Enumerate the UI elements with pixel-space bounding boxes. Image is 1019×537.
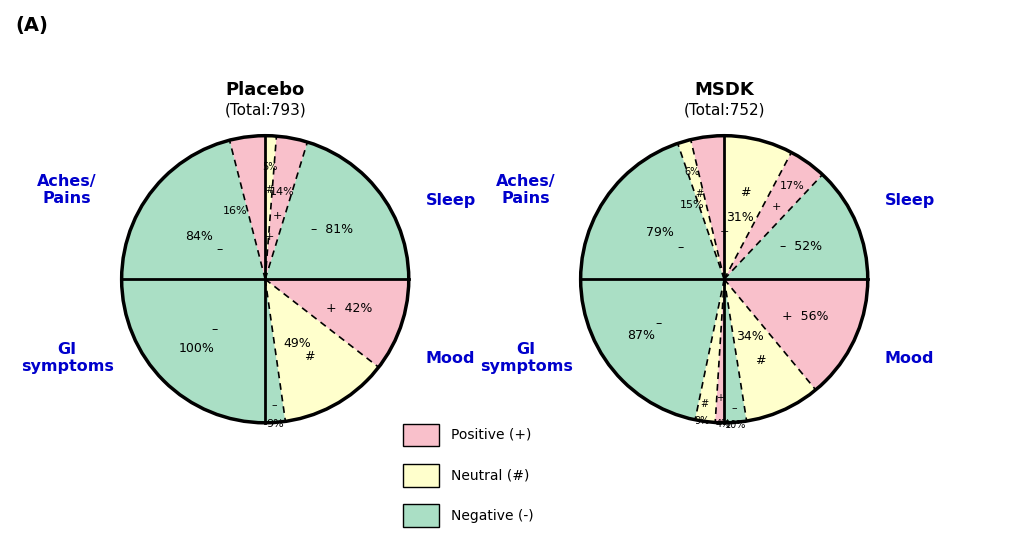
Text: 15%: 15%	[679, 200, 704, 210]
Text: 14%: 14%	[269, 187, 293, 197]
Text: Sleep: Sleep	[884, 193, 934, 208]
Text: #: #	[694, 189, 702, 199]
Text: –  81%: – 81%	[311, 223, 353, 236]
Text: #: #	[740, 186, 750, 199]
Text: 84%: 84%	[184, 230, 213, 243]
Wedge shape	[677, 140, 723, 279]
Text: Aches/
Pains: Aches/ Pains	[38, 174, 97, 206]
Wedge shape	[714, 279, 723, 423]
Text: Positive (+): Positive (+)	[450, 428, 531, 442]
Wedge shape	[723, 153, 821, 279]
Text: 10%: 10%	[725, 420, 746, 430]
Wedge shape	[690, 136, 723, 279]
Text: (Total:752): (Total:752)	[683, 103, 764, 118]
Wedge shape	[580, 279, 723, 420]
Wedge shape	[723, 279, 867, 390]
Text: +: +	[264, 231, 273, 242]
Text: +  42%: + 42%	[326, 302, 372, 315]
Wedge shape	[121, 279, 265, 423]
Text: Mood: Mood	[426, 351, 475, 366]
Text: +  56%: + 56%	[781, 310, 827, 323]
Wedge shape	[723, 279, 746, 423]
Text: Negative (-): Negative (-)	[450, 509, 533, 523]
Text: –: –	[731, 403, 737, 413]
Text: #: #	[304, 350, 315, 363]
Text: Neutral (#): Neutral (#)	[450, 468, 529, 482]
Text: GI
symptoms: GI symptoms	[479, 342, 572, 374]
Wedge shape	[121, 140, 265, 279]
Text: 16%: 16%	[223, 206, 248, 216]
Text: Aches/
Pains: Aches/ Pains	[496, 174, 555, 206]
Text: –: –	[655, 317, 661, 330]
Text: MSDK: MSDK	[694, 81, 753, 99]
Text: +: +	[719, 227, 729, 237]
Wedge shape	[229, 136, 265, 279]
Text: 34%: 34%	[736, 330, 763, 344]
Text: –: –	[271, 400, 276, 410]
Wedge shape	[265, 279, 285, 423]
Wedge shape	[265, 142, 409, 279]
Text: 4%: 4%	[715, 419, 731, 429]
Text: #: #	[265, 185, 273, 195]
Text: Placebo: Placebo	[225, 81, 305, 99]
Text: (Total:793): (Total:793)	[224, 103, 306, 118]
Text: Mood: Mood	[884, 351, 933, 366]
Text: –: –	[677, 241, 683, 253]
Wedge shape	[580, 143, 723, 279]
Wedge shape	[723, 279, 815, 421]
Wedge shape	[265, 279, 409, 367]
Text: 17%: 17%	[779, 182, 803, 191]
Text: 6%: 6%	[684, 167, 699, 177]
Text: 9%: 9%	[694, 416, 708, 426]
Text: 79%: 79%	[646, 226, 674, 240]
Wedge shape	[265, 279, 378, 422]
Text: (A): (A)	[15, 16, 48, 35]
Text: 9%: 9%	[266, 419, 284, 429]
Text: #: #	[700, 399, 708, 409]
Text: –  52%: – 52%	[779, 240, 821, 253]
Wedge shape	[265, 136, 276, 279]
Text: 87%: 87%	[627, 329, 654, 342]
Text: 49%: 49%	[283, 337, 311, 350]
Text: +: +	[771, 202, 781, 212]
Wedge shape	[694, 279, 723, 423]
Text: 100%: 100%	[178, 342, 214, 355]
Text: 31%: 31%	[725, 212, 753, 224]
Text: 5%: 5%	[262, 162, 277, 172]
Text: –: –	[211, 323, 217, 337]
Text: GI
symptoms: GI symptoms	[20, 342, 113, 374]
Wedge shape	[723, 175, 867, 279]
Text: Sleep: Sleep	[426, 193, 476, 208]
Wedge shape	[723, 136, 791, 279]
Text: #: #	[754, 354, 765, 367]
Text: –: –	[216, 243, 222, 256]
Wedge shape	[265, 136, 307, 279]
Text: +: +	[272, 211, 281, 221]
Text: +: +	[715, 393, 723, 403]
